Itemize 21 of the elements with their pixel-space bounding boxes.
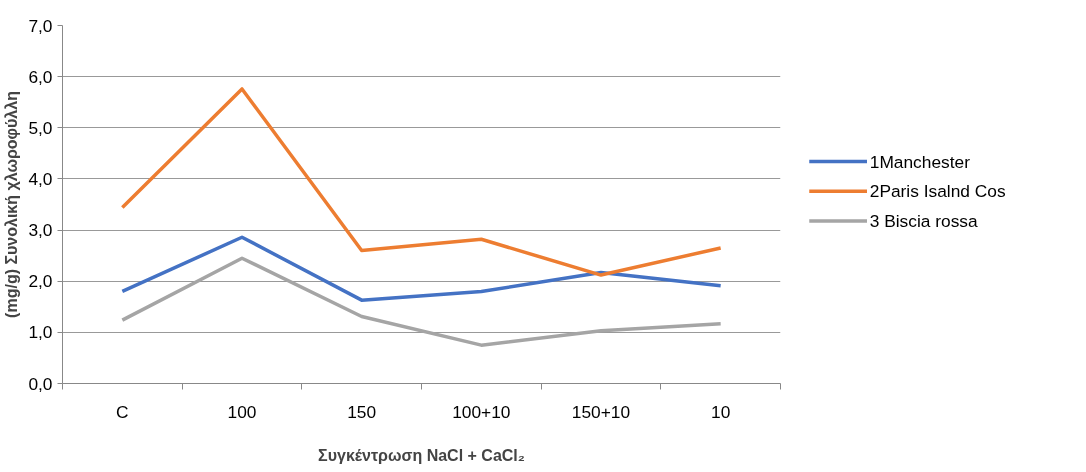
- y-axis-title: (mg/g) Συνολική χλωροφύλλη: [3, 91, 21, 318]
- y-tick-label: 7,0: [28, 15, 53, 36]
- x-tick-label: 10: [711, 401, 731, 422]
- x-tick-label: C: [116, 401, 129, 422]
- y-tick-label: 2,0: [28, 271, 53, 292]
- y-tick-label: 6,0: [28, 66, 53, 87]
- legend-label: 2Paris Isalnd Cos: [869, 181, 1006, 202]
- x-axis-title: Συγκέντρωση NaCl + CaCl₂: [318, 446, 525, 464]
- x-tick-label: 150: [347, 401, 377, 422]
- line-series: [120, 87, 723, 277]
- y-tick-label: 0,0: [28, 373, 53, 394]
- y-tick-label: 3,0: [28, 220, 53, 241]
- legend-label: 3 Biscia rossa: [869, 210, 978, 231]
- y-tick-label: 4,0: [28, 168, 53, 189]
- y-tick-label: 5,0: [28, 117, 53, 138]
- x-tick-label: 100+10: [452, 401, 511, 422]
- x-tick-label: 150+10: [571, 401, 631, 422]
- y-tick-label: 1,0: [28, 322, 53, 343]
- legend-label: 1Manchester: [869, 151, 971, 172]
- line-series: [120, 235, 723, 302]
- x-tick-label: 100: [227, 401, 257, 422]
